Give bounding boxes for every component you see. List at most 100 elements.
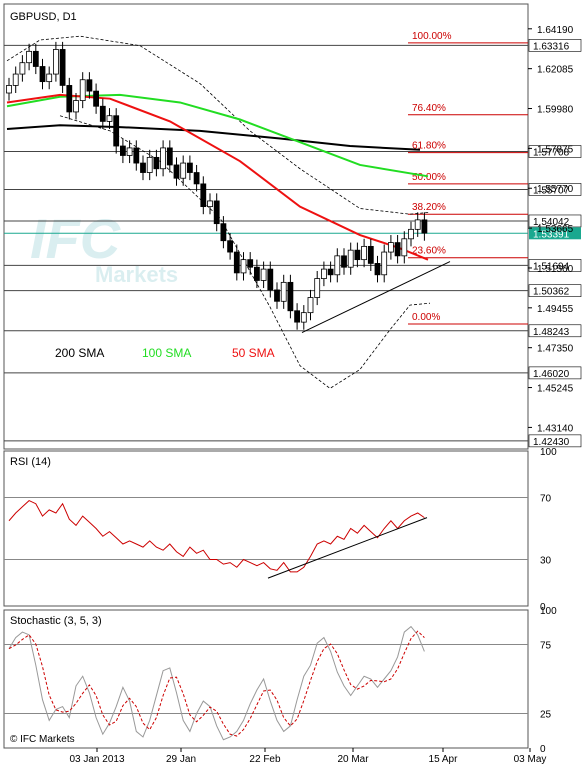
candle-body <box>32 50 39 67</box>
candle-body <box>160 147 167 170</box>
candle-body <box>240 259 247 274</box>
y-tick-label: 1.64190 <box>537 25 574 36</box>
level-price-label: 1.57708 <box>533 148 570 159</box>
stochastic-panel-frame <box>3 609 529 749</box>
y-tick-label: 1.53665 <box>537 224 574 235</box>
ifc-markets-watermark: IFC Markets <box>30 207 178 287</box>
x-tick-label: 15 Apr <box>429 754 459 765</box>
rsi-tick-label: 30 <box>540 556 552 567</box>
stochastic-k-line <box>8 625 425 741</box>
copyright-label: © IFC Markets <box>10 734 75 745</box>
price-chart-title: GBPUSD, D1 <box>10 11 77 23</box>
candle-body <box>341 255 347 268</box>
rsi-tick-label: 0 <box>540 602 546 613</box>
candle-body <box>26 50 33 64</box>
level-price-label: 1.46020 <box>533 369 570 380</box>
candle-body <box>200 183 207 208</box>
candle-body <box>193 172 200 185</box>
y-tick-label: 1.59980 <box>537 105 574 116</box>
x-tick-label: 20 Mar <box>337 754 369 765</box>
candle-body <box>126 147 133 156</box>
sma-50-line <box>6 93 429 261</box>
x-tick-label: 03 May <box>514 754 547 765</box>
legend-50-sma: 50 SMA <box>232 346 275 360</box>
level-price-label: 1.42430 <box>533 437 570 448</box>
candle-body <box>354 249 361 261</box>
stochastic-tick-label: 25 <box>540 710 552 721</box>
stochastic-title: Stochastic (3, 5, 3) <box>10 615 102 627</box>
x-tick-label: 29 Jan <box>166 754 196 765</box>
rsi-panel-frame <box>3 450 529 607</box>
candle-body <box>19 62 26 75</box>
current-price-label: 1.53391 <box>533 229 570 240</box>
candle-body <box>374 263 381 276</box>
candle-body <box>267 268 274 291</box>
price-panel-frame <box>3 3 529 450</box>
candle-body <box>280 281 287 302</box>
candle-body <box>367 245 374 264</box>
y-tick-label: 1.43140 <box>537 423 574 434</box>
candle-body <box>140 162 146 173</box>
candle-body <box>39 66 46 83</box>
candle-body <box>146 156 153 173</box>
candle-body <box>79 79 86 101</box>
candle-body <box>53 49 59 75</box>
legend-200-sma: 200 SMA <box>55 346 104 360</box>
candle-body <box>394 242 401 257</box>
candle-body <box>59 49 66 86</box>
fibonacci-label: 38.20% <box>412 202 446 213</box>
level-price-box <box>528 39 582 52</box>
candle-body <box>381 251 388 276</box>
candle-body <box>247 259 254 268</box>
y-tick-label: 1.51560 <box>537 264 574 275</box>
candle-body <box>12 73 19 86</box>
stochastic-tick-label: 75 <box>540 641 552 652</box>
candle-body <box>133 147 140 164</box>
candle-body <box>421 219 428 234</box>
level-price-box <box>528 145 582 158</box>
candle-body <box>233 251 240 274</box>
envelope-bands <box>6 35 431 389</box>
candle-body <box>73 100 79 113</box>
candle-body <box>401 238 408 257</box>
candle-body <box>180 162 187 179</box>
rsi-tick-label: 100 <box>540 447 557 458</box>
y-tick-label: 1.45245 <box>537 384 574 395</box>
fibonacci-label: 50.00% <box>412 172 446 183</box>
y-tick-label: 1.49455 <box>537 304 574 315</box>
candlesticks <box>6 41 428 330</box>
candle-body <box>347 249 354 268</box>
price-y-axis: 1.63316 1.57708 1.55707 1.54042 1.51694 1.503… <box>528 25 582 448</box>
legend-100-sma: 100 SMA <box>142 346 191 360</box>
level-price-box <box>528 259 582 272</box>
candle-body <box>220 223 227 242</box>
price-support-trendline <box>301 261 451 333</box>
candle-body <box>46 73 53 83</box>
candle-body <box>300 312 307 323</box>
candle-body <box>253 266 260 281</box>
candle-body <box>86 79 93 92</box>
upper-band <box>6 35 431 215</box>
level-price-label: 1.48243 <box>533 327 570 338</box>
candle-body <box>314 278 321 298</box>
candle-body <box>408 228 414 240</box>
lower-band <box>59 115 431 389</box>
candle-body <box>207 200 213 208</box>
y-tick-label: 1.57875 <box>537 144 574 155</box>
x-tick-label: 22 Feb <box>249 754 281 765</box>
candle-body <box>99 105 106 122</box>
candle-body <box>307 297 314 314</box>
x-tick-label: 03 Jan 2013 <box>69 754 124 765</box>
candle-body <box>213 200 220 225</box>
rsi-series: 100 70 30 0 <box>4 447 557 613</box>
fibonacci-label: 23.60% <box>412 246 446 257</box>
trend-lines <box>301 261 451 333</box>
level-price-label: 1.50362 <box>533 287 570 298</box>
level-price-box <box>528 434 582 448</box>
candle-body <box>173 164 180 179</box>
current-price-box <box>529 227 581 240</box>
candle-body <box>186 162 193 173</box>
y-tick-label: 1.62085 <box>537 65 574 76</box>
level-price-box <box>528 284 582 297</box>
candle-body <box>361 245 368 261</box>
